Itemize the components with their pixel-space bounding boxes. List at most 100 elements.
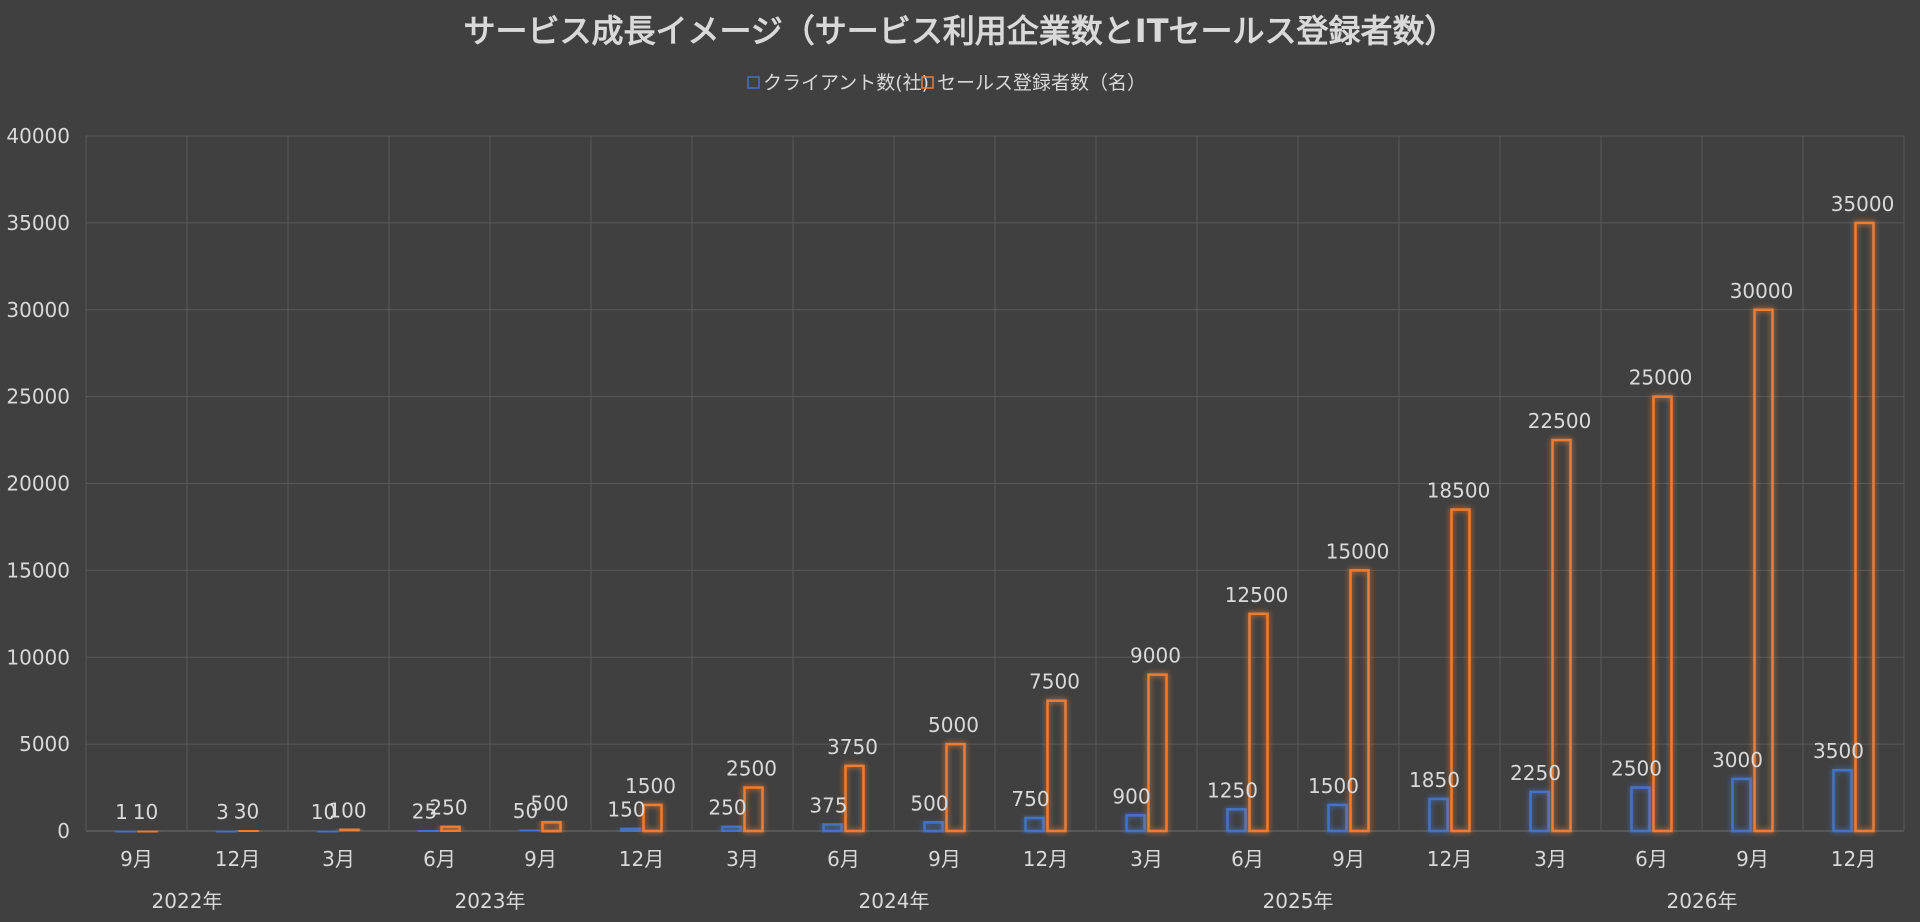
bar-clients [1125,814,1146,833]
y-tick-label: 10000 [6,645,70,669]
x-tick-label: 6月 [423,847,456,871]
legend-label-sales: セールス登録者数（名） [937,72,1146,94]
data-label-sales: 5000 [928,713,979,737]
bar-sales [238,829,259,833]
x-tick-label: 9月 [1736,847,1769,871]
bar-clients [1731,777,1752,833]
bar-sales [945,742,966,833]
bar-clients [1327,803,1348,833]
bar-sales [1551,438,1572,833]
y-tick-label: 30000 [6,298,70,322]
bar-clients [1024,816,1045,833]
bar-sales [137,829,158,834]
data-label-clients: 375 [809,793,847,817]
data-label-clients: 1 [115,800,128,824]
y-tick-label: 0 [57,819,70,843]
data-label-sales: 30 [234,799,259,823]
data-label-clients: 1850 [1409,768,1460,792]
x-axis: 9月 12月 3月 6月 9月 12月 3月 6月 9月 12月 3月 6月 9月 12月 3月 6月 9月 12… [120,847,1876,913]
grid [85,135,1905,832]
data-label-clients: 500 [910,791,948,815]
x-tick-label: 12月 [215,847,260,871]
data-label-sales: 22500 [1528,409,1592,433]
bar-clients [1428,797,1449,833]
x-tick-label: 9月 [1332,847,1365,871]
data-label-sales: 30000 [1730,279,1794,303]
y-tick-label: 20000 [6,472,70,496]
data-label-clients: 750 [1011,787,1049,811]
data-label-sales: 250 [429,796,467,820]
data-label-clients: 3500 [1813,739,1864,763]
x-tick-label: 3月 [1130,847,1163,871]
data-label-sales: 2500 [726,757,777,781]
bar-sales [1652,395,1673,833]
y-tick-label: 25000 [6,385,70,409]
y-tick-label: 15000 [6,558,70,582]
x-tick-label: 6月 [1635,847,1668,871]
data-label-clients: 10 [311,800,336,824]
legend: クライアント数(社) セールス登録者数（名） [747,72,1146,94]
data-label-clients: 1250 [1207,778,1258,802]
bar-sales [1753,308,1774,833]
x-tick-label: 6月 [827,847,860,871]
x-tick-label: 6月 [1231,847,1264,871]
bar-sales [1854,221,1875,833]
data-label-sales: 3750 [827,735,878,759]
x-tick-label: 9月 [928,847,961,871]
x-tick-label: 12月 [1427,847,1472,871]
data-label-clients: 1500 [1308,774,1359,798]
y-axis: 0 5000 10000 15000 20000 25000 30000 35000 40000 [6,124,70,843]
data-label-sales: 35000 [1831,192,1895,216]
bar-sales [440,825,461,833]
data-label-clients: 25 [412,800,437,824]
data-label-sales: 25000 [1629,366,1693,390]
bar-sales [844,764,865,833]
bar-sales [1349,569,1370,833]
bar-clients [1529,790,1550,833]
data-label-clients: 250 [708,796,746,820]
x-tick-label: 9月 [524,847,557,871]
bars [115,221,1875,834]
data-label-sales: 100 [328,798,366,822]
data-label-sales: 10 [133,800,158,824]
data-label-sales: 1500 [625,774,676,798]
bar-clients [620,827,641,833]
bar-clients [1226,808,1247,833]
y-tick-label: 40000 [6,124,70,148]
data-label-clients: 50 [513,799,538,823]
x-tick-label: 12月 [1831,847,1876,871]
data-label-sales: 9000 [1130,644,1181,668]
data-label-clients: 150 [607,797,645,821]
x-tick-label: 3月 [322,847,355,871]
bar-clients [1630,786,1651,833]
y-tick-label: 5000 [19,732,70,756]
bar-clients [216,829,237,834]
x-tick-label: 3月 [726,847,759,871]
bar-sales [743,786,764,833]
legend-swatch-clients [747,76,760,89]
data-label-clients: 900 [1112,784,1150,808]
bar-sales [1248,612,1269,833]
chart-title: サービス成長イメージ（サービス利用企業数とITセールス登録者数） [463,12,1456,50]
data-label-clients: 2250 [1510,761,1561,785]
bar-clients [519,828,540,833]
bar-sales [541,821,562,833]
bar-clients [721,825,742,833]
bar-clients [923,821,944,833]
bar-sales [1147,673,1168,833]
x-year-label: 2022年 [152,889,223,913]
bar-sales [1046,699,1067,833]
bar-clients [115,829,136,834]
x-year-label: 2026年 [1667,889,1738,913]
x-year-label: 2024年 [859,889,930,913]
x-year-label: 2025年 [1263,889,1334,913]
bar-clients [822,823,843,833]
x-tick-label: 12月 [619,847,664,871]
bar-clients [418,829,439,833]
x-tick-label: 9月 [120,847,153,871]
x-tick-label: 3月 [1534,847,1567,871]
bar-clients [1832,768,1853,833]
data-label-sales: 15000 [1326,539,1390,563]
